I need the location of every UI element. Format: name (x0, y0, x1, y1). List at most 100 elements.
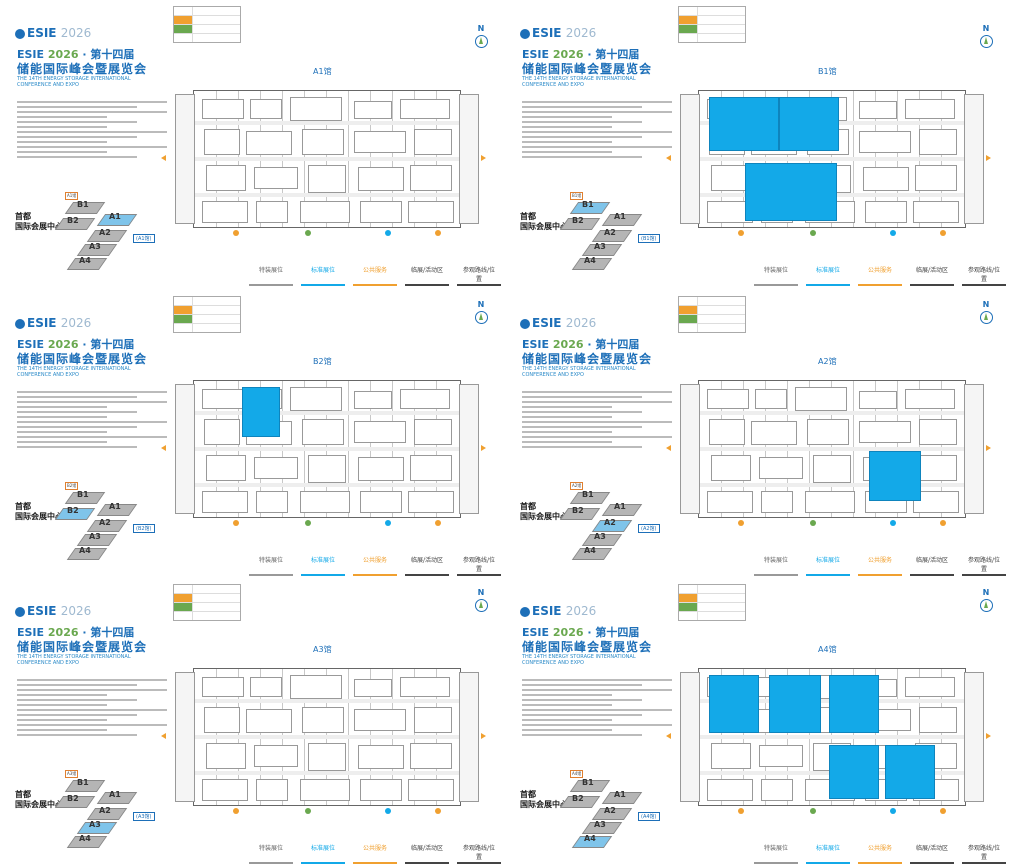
booth-outline[interactable] (206, 455, 246, 481)
hall-floor-plan[interactable] (698, 668, 966, 806)
booth-outline[interactable] (354, 101, 392, 119)
booth-outline[interactable] (707, 779, 753, 801)
booth-outline[interactable] (204, 129, 240, 155)
booth-outline[interactable] (358, 167, 404, 191)
booth-outline[interactable] (302, 707, 344, 733)
booth-outline[interactable] (915, 165, 957, 191)
booth-outline[interactable] (711, 455, 751, 481)
booth-outline[interactable] (300, 201, 350, 223)
booth-outline[interactable] (905, 99, 955, 119)
booth-outline[interactable] (805, 491, 855, 513)
booth-outline[interactable] (414, 129, 452, 155)
booth-outline[interactable] (202, 779, 248, 801)
booth-outline[interactable] (709, 419, 745, 445)
booth-outline[interactable] (302, 129, 344, 155)
booth-outline[interactable] (859, 131, 911, 153)
highlighted-booth[interactable] (829, 745, 879, 799)
booth-outline[interactable] (202, 491, 248, 513)
booth-outline[interactable] (360, 201, 402, 223)
booth-outline[interactable] (707, 389, 749, 409)
booth-outline[interactable] (354, 709, 406, 731)
booth-outline[interactable] (913, 201, 959, 223)
booth-outline[interactable] (354, 131, 406, 153)
hall-floor-plan[interactable] (698, 90, 966, 228)
booth-outline[interactable] (711, 743, 751, 769)
booth-outline[interactable] (204, 419, 240, 445)
booth-outline[interactable] (414, 707, 452, 733)
booth-outline[interactable] (400, 677, 450, 697)
booth-outline[interactable] (761, 779, 793, 801)
booth-outline[interactable] (919, 419, 957, 445)
booth-outline[interactable] (410, 743, 452, 769)
booth-outline[interactable] (256, 201, 288, 223)
booth-outline[interactable] (807, 419, 849, 445)
booth-outline[interactable] (290, 387, 342, 411)
booth-outline[interactable] (863, 167, 909, 191)
booth-outline[interactable] (206, 165, 246, 191)
booth-outline[interactable] (919, 129, 957, 155)
booth-outline[interactable] (408, 779, 454, 801)
hall-floor-plan[interactable] (193, 380, 461, 518)
booth-outline[interactable] (202, 677, 244, 697)
booth-outline[interactable] (751, 421, 797, 445)
booth-outline[interactable] (813, 455, 851, 483)
highlighted-booth[interactable] (242, 387, 280, 437)
booth-outline[interactable] (859, 101, 897, 119)
booth-outline[interactable] (408, 201, 454, 223)
booth-outline[interactable] (795, 387, 847, 411)
booth-outline[interactable] (913, 491, 959, 513)
booth-outline[interactable] (358, 457, 404, 481)
booth-outline[interactable] (354, 679, 392, 697)
booth-outline[interactable] (711, 165, 751, 191)
booth-outline[interactable] (707, 491, 753, 513)
highlighted-booth[interactable] (745, 163, 837, 221)
booth-outline[interactable] (202, 201, 248, 223)
booth-outline[interactable] (859, 421, 911, 443)
booth-outline[interactable] (915, 455, 957, 481)
booth-outline[interactable] (202, 389, 244, 409)
booth-outline[interactable] (246, 709, 292, 733)
booth-outline[interactable] (358, 745, 404, 769)
booth-outline[interactable] (202, 99, 244, 119)
booth-outline[interactable] (308, 165, 346, 193)
highlighted-booth[interactable] (709, 675, 759, 733)
booth-outline[interactable] (761, 491, 793, 513)
booth-outline[interactable] (256, 491, 288, 513)
highlighted-booth[interactable] (885, 745, 935, 799)
booth-outline[interactable] (354, 391, 392, 409)
booth-outline[interactable] (755, 389, 787, 409)
booth-outline[interactable] (905, 389, 955, 409)
booth-outline[interactable] (290, 97, 342, 121)
booth-outline[interactable] (919, 707, 957, 733)
highlighted-booth[interactable] (709, 97, 779, 151)
booth-outline[interactable] (360, 491, 402, 513)
booth-outline[interactable] (414, 419, 452, 445)
hall-floor-plan[interactable] (698, 380, 966, 518)
booth-outline[interactable] (400, 99, 450, 119)
booth-outline[interactable] (759, 457, 803, 479)
booth-outline[interactable] (254, 167, 298, 189)
booth-outline[interactable] (859, 391, 897, 409)
booth-outline[interactable] (290, 675, 342, 699)
booth-outline[interactable] (250, 677, 282, 697)
booth-outline[interactable] (759, 745, 803, 767)
highlighted-booth[interactable] (769, 675, 821, 733)
booth-outline[interactable] (308, 743, 346, 771)
booth-outline[interactable] (360, 779, 402, 801)
highlighted-booth[interactable] (779, 97, 839, 151)
booth-outline[interactable] (410, 455, 452, 481)
booth-outline[interactable] (302, 419, 344, 445)
booth-outline[interactable] (400, 389, 450, 409)
booth-outline[interactable] (256, 779, 288, 801)
booth-outline[interactable] (206, 743, 246, 769)
booth-outline[interactable] (865, 201, 907, 223)
booth-outline[interactable] (308, 455, 346, 483)
booth-outline[interactable] (300, 779, 350, 801)
booth-outline[interactable] (204, 707, 240, 733)
booth-outline[interactable] (250, 99, 282, 119)
booth-outline[interactable] (408, 491, 454, 513)
booth-outline[interactable] (254, 457, 298, 479)
booth-outline[interactable] (354, 421, 406, 443)
highlighted-booth[interactable] (829, 675, 879, 733)
booth-outline[interactable] (300, 491, 350, 513)
